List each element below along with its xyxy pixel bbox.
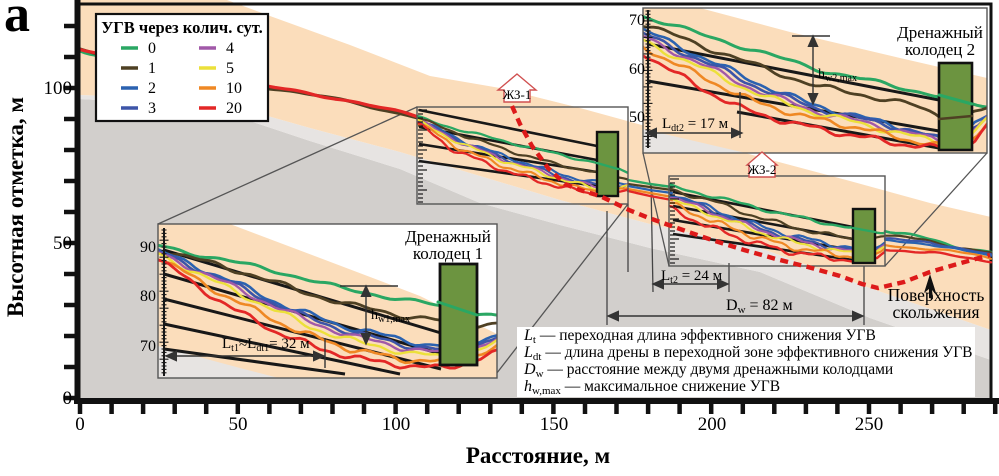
svg-text:Поверхность: Поверхность [888, 285, 985, 305]
svg-text:0: 0 [63, 388, 73, 409]
svg-text:колодец 2: колодец 2 [905, 40, 975, 59]
svg-text:250: 250 [855, 414, 884, 435]
svg-text:Dw = 82 м: Dw = 82 м [726, 297, 793, 316]
svg-text:Расстояние, м: Расстояние, м [466, 443, 610, 468]
svg-text:70: 70 [140, 338, 156, 355]
svg-text:Высотная отметка, м: Высотная отметка, м [3, 97, 28, 317]
svg-text:Ldt — длина дрены в переходной: Ldt — длина дрены в переходной зоне эффе… [523, 344, 973, 363]
svg-text:hw,max — максимальное снижение: hw,max — максимальное снижение УГВ [524, 378, 780, 397]
svg-text:колодец 1: колодец 1 [413, 244, 483, 263]
svg-text:УГВ через колич. сут.: УГВ через колич. сут. [101, 18, 263, 37]
svg-text:80: 80 [140, 288, 156, 305]
svg-text:70: 70 [629, 12, 645, 29]
svg-text:ЖЗ-1: ЖЗ-1 [503, 87, 532, 102]
svg-text:ЖЗ-2: ЖЗ-2 [748, 162, 777, 177]
svg-text:10: 10 [226, 80, 242, 97]
svg-text:5: 5 [226, 60, 234, 77]
svg-text:90: 90 [140, 239, 156, 256]
svg-text:2: 2 [148, 80, 156, 97]
svg-text:150: 150 [540, 414, 569, 435]
svg-text:скольжения: скольжения [892, 302, 979, 322]
svg-text:0: 0 [148, 40, 156, 57]
svg-text:100: 100 [382, 414, 411, 435]
svg-text:100: 100 [44, 78, 73, 99]
svg-text:50: 50 [229, 414, 248, 435]
svg-text:0: 0 [75, 414, 85, 435]
svg-text:20: 20 [226, 100, 242, 117]
svg-text:200: 200 [698, 414, 727, 435]
svg-text:Dw — расстояние между двумя др: Dw — расстояние между двумя дренажными к… [523, 361, 893, 380]
svg-text:Дренажный: Дренажный [897, 23, 983, 42]
svg-text:Lt — переходная длина эффекти: Lt — переходная длина эффективного сниже… [523, 327, 876, 346]
svg-text:Дренажный: Дренажный [405, 227, 491, 246]
svg-text:50: 50 [629, 109, 645, 126]
svg-text:3: 3 [148, 100, 156, 117]
svg-text:50: 50 [53, 233, 72, 254]
svg-text:1: 1 [148, 60, 156, 77]
svg-text:Lt1≈Ldt1= 32 м: Lt1≈Ldt1= 32 м [222, 336, 310, 354]
svg-text:a: a [4, 0, 30, 43]
svg-text:60: 60 [629, 61, 645, 78]
svg-text:4: 4 [226, 40, 234, 57]
